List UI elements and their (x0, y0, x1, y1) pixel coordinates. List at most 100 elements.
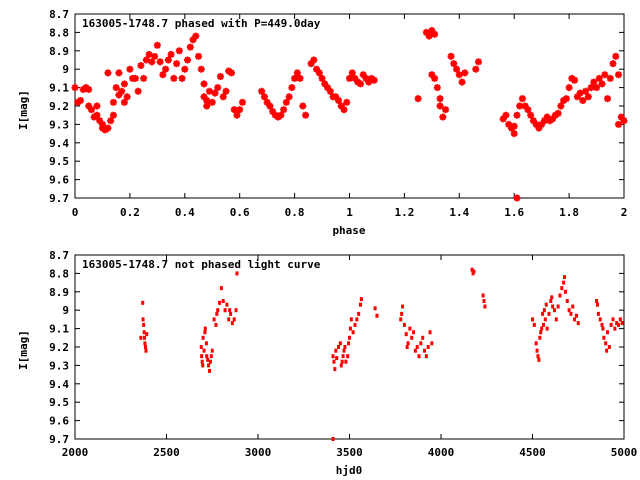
data-point (159, 71, 167, 79)
data-point (143, 345, 147, 349)
data-point (318, 74, 326, 82)
data-point (431, 30, 439, 38)
data-point (209, 354, 213, 359)
y-tick-label: 9.7 (49, 433, 69, 446)
data-point (71, 84, 79, 92)
data-point (430, 341, 434, 346)
data-point (558, 293, 562, 298)
data-point (104, 124, 112, 132)
data-point (208, 368, 212, 373)
data-point (606, 330, 610, 335)
x-tick-label: 0.8 (285, 206, 305, 219)
data-point (554, 317, 558, 322)
data-point (554, 109, 562, 117)
data-point (98, 120, 106, 128)
axis-ticks: 2000 2500 3000 3500 4000 4500 5000 8.7 8.8 8.9 9 9.… (49, 249, 637, 459)
data-point (331, 354, 335, 359)
data-point (223, 308, 227, 313)
data-point (419, 341, 423, 346)
data-point (502, 111, 510, 119)
data-point (541, 322, 545, 327)
data-point (573, 317, 577, 322)
data-point (269, 108, 277, 116)
data-point (447, 52, 455, 60)
data-point (145, 50, 153, 58)
data-point (544, 302, 548, 307)
data-point (604, 341, 608, 346)
data-point (321, 80, 329, 88)
data-point (421, 335, 425, 340)
data-point (510, 122, 518, 130)
data-point (109, 98, 117, 106)
data-point (617, 322, 621, 327)
data-point (472, 65, 480, 73)
phased-light-curve-panel: 0 0.2 0.4 0.6 0.8 1 1.2 1.4 1.6 1.8 2 8.7 8.8 8.9 9 9.1… (17, 8, 628, 237)
data-point (112, 84, 120, 92)
data-point (208, 359, 212, 364)
data-point (351, 330, 355, 335)
data-point (173, 60, 181, 68)
data-point (550, 295, 554, 300)
data-point (481, 293, 485, 298)
data-point (214, 322, 218, 327)
data-point (170, 74, 178, 82)
data-point (450, 60, 458, 68)
data-point (612, 52, 620, 60)
data-point (230, 321, 234, 326)
data-point (365, 78, 373, 86)
x-tick-label: 0.4 (175, 206, 195, 219)
data-point (338, 341, 342, 346)
data-point (206, 87, 214, 95)
x-tick-label: 2000 (62, 446, 89, 459)
data-point (433, 84, 441, 92)
data-point (216, 73, 224, 81)
data-point (93, 102, 101, 110)
x-tick-label: 4500 (519, 446, 546, 459)
data-point (472, 269, 476, 274)
data-point (199, 345, 203, 349)
data-point (332, 359, 336, 364)
data-point (538, 335, 542, 340)
y-tick-label: 9.4 (49, 378, 69, 391)
data-point (225, 302, 229, 307)
data-point (538, 120, 546, 128)
data-point (609, 60, 617, 68)
y-tick-label: 8.7 (49, 8, 69, 21)
data-point (120, 98, 128, 106)
data-point (540, 117, 548, 125)
data-point (573, 93, 581, 101)
data-point (375, 313, 379, 318)
data-point (76, 96, 84, 104)
data-point (218, 300, 222, 305)
data-point (579, 96, 587, 104)
data-point (211, 89, 219, 97)
data-point (532, 120, 540, 128)
data-point (428, 71, 436, 79)
data-point (215, 311, 219, 316)
data-point (513, 194, 521, 202)
data-point (535, 124, 543, 132)
data-point (521, 102, 529, 110)
data-point (222, 87, 230, 95)
data-point (482, 299, 486, 303)
data-point (192, 32, 200, 40)
data-point (349, 317, 353, 322)
data-point (282, 98, 290, 106)
data-point (205, 354, 209, 359)
data-point (307, 60, 315, 68)
data-point (582, 87, 590, 95)
data-point (227, 317, 231, 322)
chart-title: 163005-1748.7 not phased light curve (82, 258, 321, 271)
y-tick-label: 8.9 (49, 286, 69, 299)
x-tick-label: 1.8 (559, 206, 579, 219)
unphased-light-curve-panel: 2000 2500 3000 3500 4000 4500 5000 8.7 8.8 8.9 9 9.… (17, 249, 637, 477)
x-tick-label: 2 (621, 206, 628, 219)
data-point (604, 95, 612, 103)
data-point (425, 32, 433, 40)
axis-ticks: 0 0.2 0.4 0.6 0.8 1 1.2 1.4 1.6 1.8 2 8.7 8.8 8.9 9 9.1… (49, 8, 627, 219)
x-tick-label: 1.4 (449, 206, 469, 219)
y-tick-label: 9.1 (49, 82, 69, 95)
data-point (358, 302, 362, 307)
data-point (359, 71, 367, 79)
data-point (202, 348, 206, 353)
